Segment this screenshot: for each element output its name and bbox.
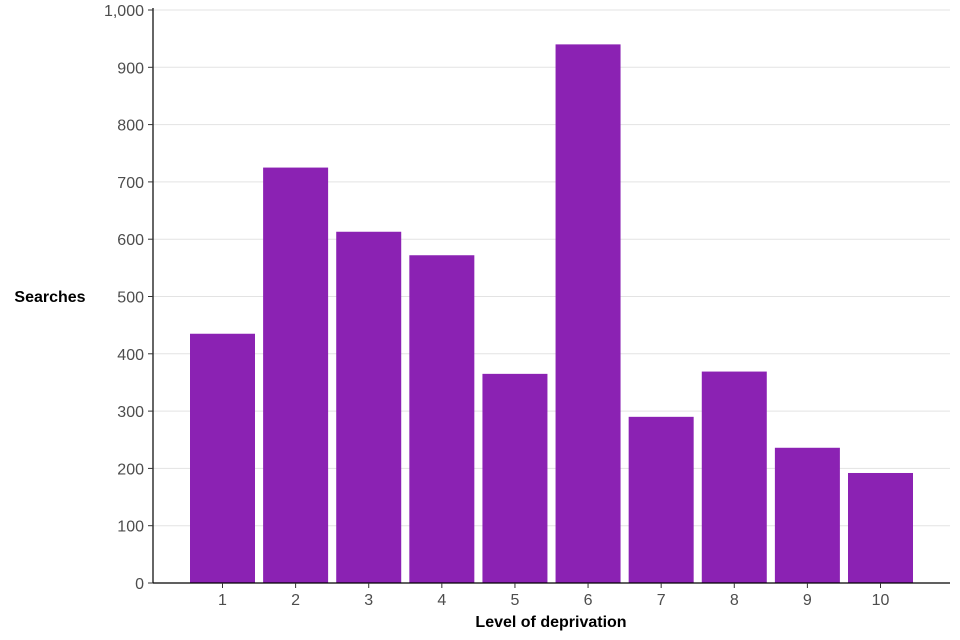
- x-tick-label: 10: [872, 592, 890, 609]
- x-tick-label: 4: [437, 592, 446, 609]
- y-tick-label: 600: [117, 232, 144, 249]
- x-tick-label: 1: [218, 592, 227, 609]
- bar: [701, 371, 767, 583]
- bar: [263, 167, 329, 583]
- bar: [336, 231, 402, 583]
- bars: [190, 44, 913, 583]
- y-tick-label: 800: [117, 118, 144, 135]
- x-tick-label: 6: [584, 592, 593, 609]
- y-tick-label: 100: [117, 519, 144, 536]
- x-tick-label: 8: [730, 592, 739, 609]
- x-tick-label: 9: [803, 592, 812, 609]
- bar: [409, 255, 475, 583]
- bar: [628, 416, 694, 583]
- x-tick-label: 2: [291, 592, 300, 609]
- bar: [848, 472, 913, 583]
- x-axis: 1 2 3 4 5 6 7 8 9 10: [153, 582, 950, 609]
- x-tick-label: 5: [510, 592, 519, 609]
- x-tick-label: 7: [657, 592, 666, 609]
- y-tick-label: 1,000: [104, 3, 144, 20]
- x-axis-title: Level of deprivation: [475, 614, 626, 631]
- y-tick-label: 400: [117, 347, 144, 364]
- bar: [190, 333, 255, 583]
- y-tick-label: 500: [117, 290, 144, 307]
- y-tick-label: 0: [135, 576, 144, 593]
- x-tick-label: 3: [364, 592, 373, 609]
- y-axis-title: Searches: [14, 289, 85, 306]
- bar: [774, 447, 840, 583]
- bar: [555, 44, 621, 583]
- y-tick-label: 900: [117, 60, 144, 77]
- y-tick-label: 200: [117, 461, 144, 478]
- y-tick-label: 700: [117, 175, 144, 192]
- y-tick-label: 300: [117, 404, 144, 421]
- y-axis: 0 100 200 300 400 500 600 700 800 900 1,000: [104, 3, 154, 593]
- bar: [482, 373, 548, 583]
